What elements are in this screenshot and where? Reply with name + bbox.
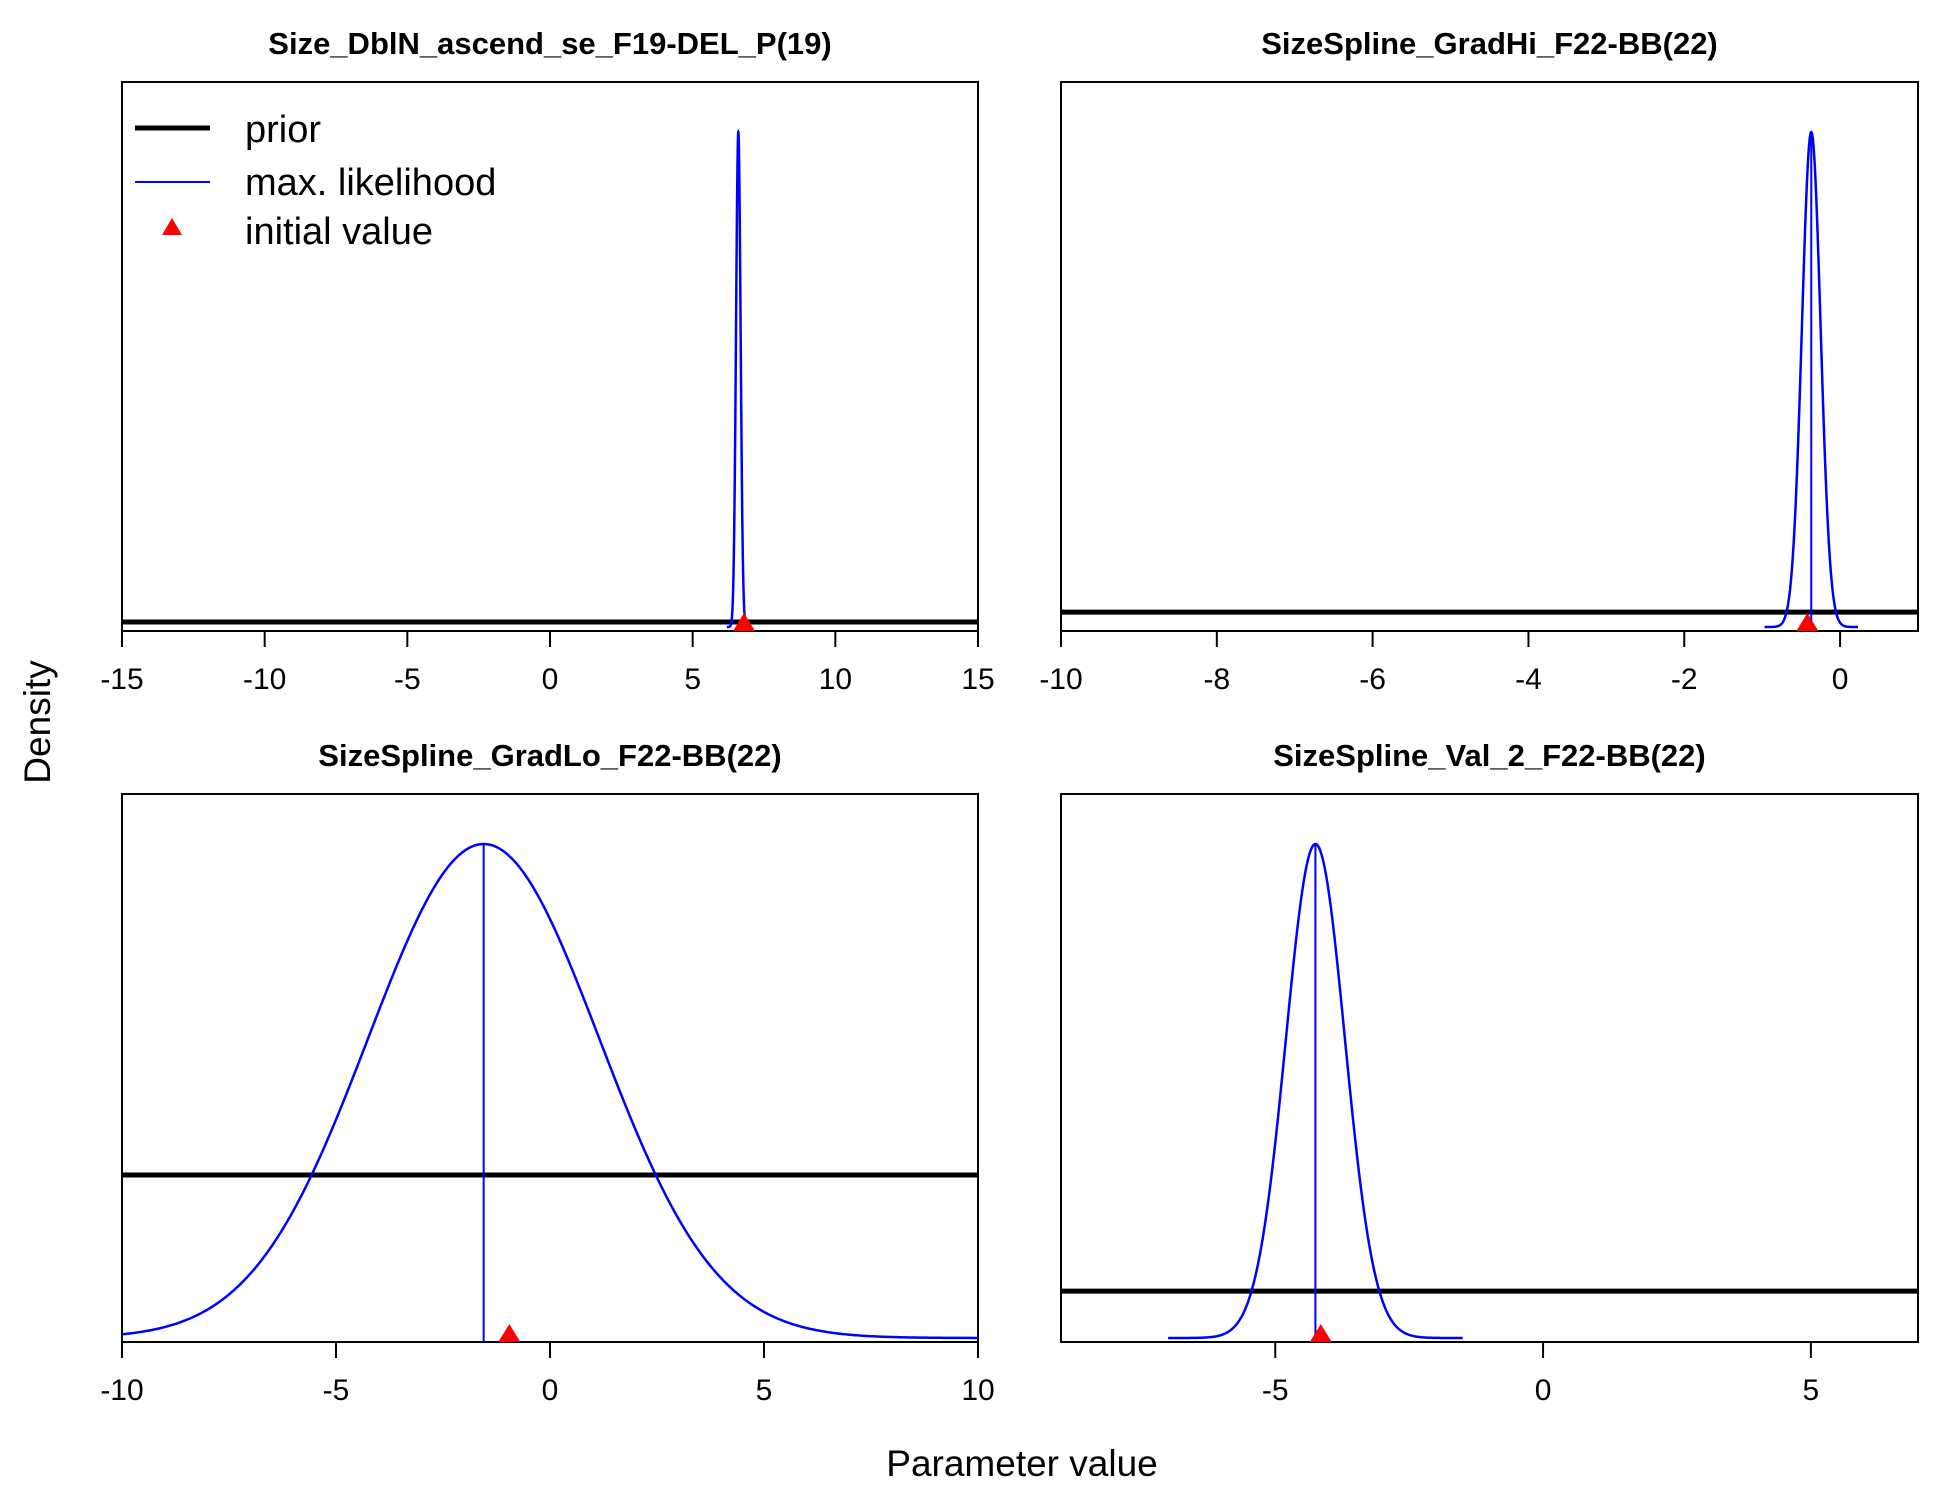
- initial-value-marker: [733, 613, 756, 631]
- x-tick-label: -10: [243, 663, 286, 696]
- panel-title: SizeSpline_GradHi_F22-BB(22): [1261, 26, 1718, 61]
- x-tick-label: -5: [323, 1374, 350, 1407]
- panel-2: SizeSpline_GradHi_F22-BB(22) -10 -8 -6 -4 -2 0: [1039, 26, 1919, 696]
- x-tick-label: 0: [542, 663, 559, 696]
- legend-initial-label: initial value: [245, 211, 433, 253]
- x-tick-label: 10: [961, 1374, 994, 1407]
- mle-curve: [726, 128, 750, 629]
- legend: prior max. likelihood initial value: [135, 109, 496, 253]
- legend-prior-label: prior: [245, 109, 321, 151]
- x-tick-label: -8: [1203, 663, 1230, 696]
- legend-initial-marker: [162, 218, 182, 235]
- x-tick-label: -2: [1671, 663, 1698, 696]
- legend-mle-label: max. likelihood: [245, 162, 496, 204]
- panel-title: SizeSpline_GradLo_F22-BB(22): [318, 738, 781, 773]
- x-tick-label: 15: [961, 663, 994, 696]
- x-axis-title: Parameter value: [886, 1443, 1157, 1484]
- mle-curve: [121, 842, 979, 1340]
- x-tick-label: 10: [819, 663, 852, 696]
- y-axis-title: Density: [17, 660, 58, 784]
- x-tick-label: 5: [1803, 1374, 1820, 1407]
- x-tick-label: -15: [100, 663, 143, 696]
- plot-frame: [1060, 793, 1919, 1343]
- panel-title: SizeSpline_Val_2_F22-BB(22): [1273, 738, 1705, 773]
- panel-title: Size_DblN_ascend_se_F19-DEL_P(19): [268, 26, 831, 61]
- x-tick-label: 0: [1535, 1374, 1552, 1407]
- x-tick-label: 5: [684, 663, 701, 696]
- panels: Size_DblN_ascend_se_F19-DEL_P(19) -15 -10 -…: [100, 26, 1919, 1407]
- x-tick-label: -10: [1039, 663, 1082, 696]
- panel-1: Size_DblN_ascend_se_F19-DEL_P(19) -15 -10 -…: [100, 26, 994, 696]
- x-tick-label: 0: [1832, 663, 1849, 696]
- x-tick-label: -6: [1359, 663, 1386, 696]
- initial-value-marker: [1796, 613, 1819, 631]
- plot-frame: [121, 793, 979, 1343]
- x-tick-label: 5: [756, 1374, 773, 1407]
- x-tick-label: 0: [542, 1374, 559, 1407]
- panel-4: SizeSpline_Val_2_F22-BB(22) -5 0 5: [1060, 738, 1919, 1407]
- x-tick-label: -5: [1262, 1374, 1289, 1407]
- plot-frame: [1060, 81, 1919, 632]
- x-tick-label: -10: [100, 1374, 143, 1407]
- initial-value-marker: [498, 1324, 521, 1342]
- x-tick-label: -5: [394, 663, 421, 696]
- panel-3: SizeSpline_GradLo_F22-BB(22) -10 -5 0 5 10: [100, 738, 994, 1407]
- x-tick-label: -4: [1515, 663, 1542, 696]
- initial-value-marker: [1309, 1324, 1332, 1342]
